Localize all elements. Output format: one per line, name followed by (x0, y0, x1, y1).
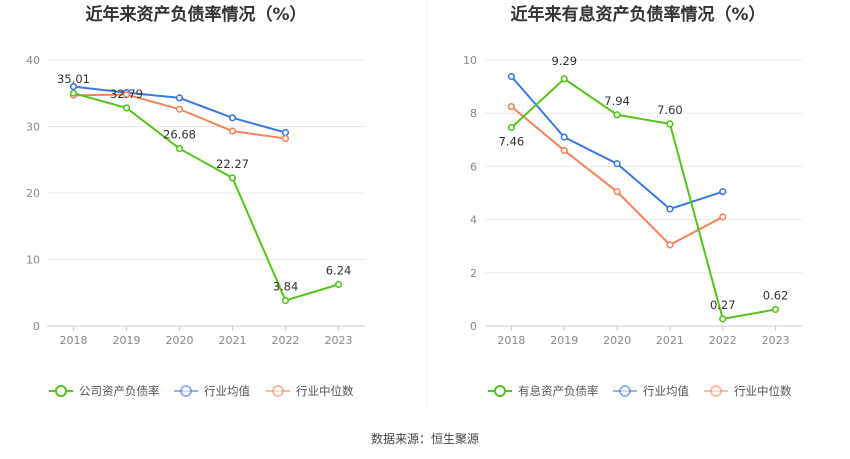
data-point (175, 144, 184, 153)
data-point (666, 205, 674, 213)
x-tick-label: 2019 (113, 334, 141, 347)
legend-item: 行业均值 (174, 384, 250, 398)
legend-marker (180, 385, 192, 397)
data-point (228, 174, 237, 182)
data-point (281, 296, 290, 305)
y-tick-label: 10 (463, 54, 477, 67)
legend-marker (272, 385, 284, 397)
data-label: 32.79 (110, 87, 143, 101)
data-point (122, 104, 131, 112)
data-point (666, 120, 674, 128)
y-tick-label: 0 (33, 320, 40, 333)
legend-label: 行业中位数 (734, 384, 792, 398)
data-point (719, 188, 727, 196)
x-tick-label: 2021 (219, 334, 247, 347)
legend-marker (494, 385, 506, 397)
x-tick-label: 2022 (709, 334, 737, 347)
y-tick-label: 20 (26, 187, 40, 200)
data-label: 35.01 (57, 72, 90, 86)
data-point (122, 90, 131, 99)
chart-title: 近年来有息资产负债率情况（%） (510, 4, 765, 25)
data-label: 7.94 (604, 94, 630, 108)
series-line (510, 77, 776, 320)
data-point (560, 146, 568, 155)
y-tick-label: 30 (26, 121, 40, 134)
y-tick-label: 4 (470, 214, 477, 227)
data-point (281, 134, 290, 143)
data-point (771, 305, 780, 314)
data-point (69, 82, 78, 91)
data-point (613, 188, 621, 196)
chart-2: 近年来有息资产负债率情况（%） 0 2 4 6 8 10 2018 2019 2020 2021 20… (463, 4, 802, 398)
legend-label: 公司资产负债率 (79, 384, 160, 398)
x-tick-label: 2023 (762, 334, 790, 347)
series-line (73, 92, 339, 302)
x-tick-label: 2020 (166, 334, 194, 347)
data-point (560, 133, 568, 141)
data-label: 9.29 (551, 54, 577, 68)
legend-item: 行业中位数 (704, 384, 792, 398)
data-point (666, 241, 674, 249)
data-point (719, 315, 727, 323)
y-tick-label: 8 (470, 107, 477, 120)
data-point (560, 75, 568, 83)
data-label: 0.27 (710, 298, 736, 312)
legend-marker (619, 385, 631, 397)
series-line (510, 105, 724, 247)
data-point (228, 114, 237, 122)
y-tick-label: 6 (470, 160, 477, 173)
data-point (69, 89, 78, 97)
y-tick-label: 10 (26, 254, 40, 267)
data-label: 6.24 (326, 264, 352, 278)
y-tick-label: 40 (26, 54, 40, 67)
chart-1: 近年来资产负债率情况（%） 0 10 20 30 40 2018 2019 2020 2021 20… (26, 4, 365, 398)
data-point (281, 128, 290, 137)
data-point (719, 213, 727, 221)
data-label: 0.62 (763, 289, 789, 303)
legend-label: 有息资产负债率 (518, 384, 599, 398)
legend-marker (55, 385, 67, 397)
x-tick-label: 2018 (60, 334, 88, 347)
data-label: 3.84 (273, 279, 299, 293)
x-tick-label: 2023 (325, 334, 353, 347)
data-point (175, 94, 184, 102)
y-tick-label: 2 (470, 267, 477, 280)
data-point (613, 160, 621, 168)
legend-marker (710, 385, 722, 397)
x-tick-label: 2019 (550, 334, 578, 347)
legend-item: 有息资产负债率 (488, 384, 599, 398)
data-label: 7.46 (499, 135, 525, 149)
y-tick-label: 0 (470, 320, 477, 333)
data-point (507, 102, 516, 111)
x-tick-label: 2021 (656, 334, 684, 347)
data-label: 26.68 (163, 128, 196, 142)
data-point (334, 280, 343, 289)
x-tick-label: 2020 (603, 334, 631, 347)
data-label: 22.27 (216, 157, 249, 171)
x-tick-label: 2022 (272, 334, 300, 347)
data-point (228, 127, 237, 135)
chart-title: 近年来资产负债率情况（%） (85, 4, 306, 25)
data-point (613, 111, 621, 119)
legend-item: 公司资产负债率 (49, 384, 160, 398)
legend-label: 行业中位数 (296, 384, 354, 398)
data-label: 7.60 (657, 103, 683, 117)
legend-item: 行业均值 (613, 384, 689, 398)
x-tick-label: 2018 (497, 334, 525, 347)
data-point (507, 72, 516, 81)
legend-label: 行业均值 (643, 384, 689, 398)
legend-label: 行业均值 (204, 384, 250, 398)
data-point (507, 123, 516, 132)
legend-item: 行业中位数 (266, 384, 354, 398)
source-note: 数据来源：恒生聚源 (371, 431, 479, 446)
data-point (175, 105, 184, 113)
